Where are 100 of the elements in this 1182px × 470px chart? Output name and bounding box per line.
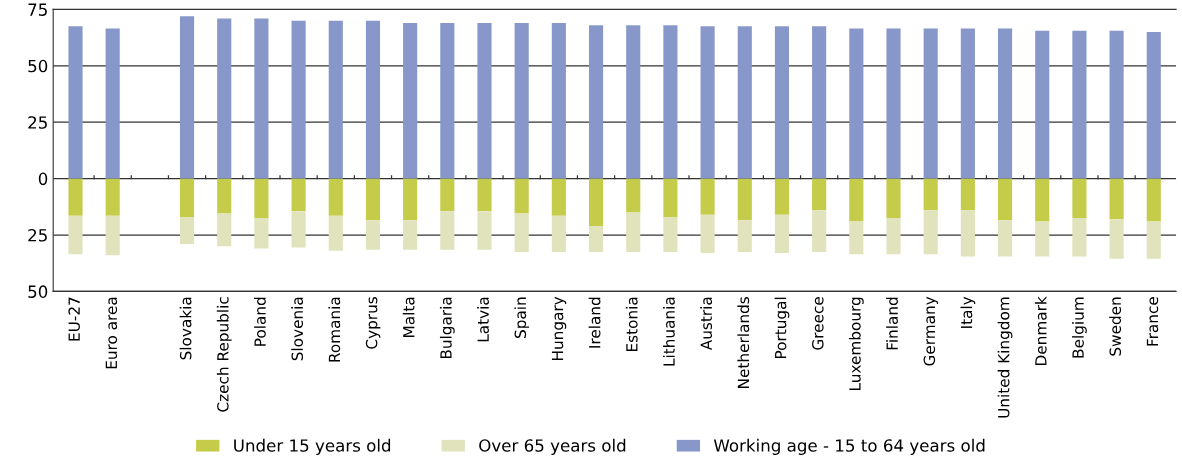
x-tick-label: Latvia (477, 297, 489, 342)
bar (328, 20, 343, 179)
bar (105, 178, 120, 216)
bar (737, 26, 752, 179)
x-tick-label: Romania (328, 297, 341, 362)
bar (291, 20, 306, 179)
bar (1072, 178, 1087, 219)
bar (960, 28, 975, 179)
bar (328, 178, 343, 216)
bar (403, 22, 418, 179)
bar (1109, 219, 1124, 259)
bar (849, 28, 864, 179)
x-tick-label: Germany (923, 296, 939, 366)
bar (514, 22, 529, 179)
bar (997, 220, 1013, 257)
x-tick-label: Slovenia (291, 297, 304, 361)
y-tick-label: 25 (28, 116, 47, 129)
x-tick-label: Belgium (1072, 297, 1087, 358)
bar (997, 178, 1013, 221)
bar (365, 178, 381, 221)
bar (1072, 30, 1087, 179)
x-tick-label: Spain (514, 297, 530, 338)
bar (514, 178, 529, 214)
bar (291, 211, 306, 248)
x-tick-label: EU-27 (68, 297, 80, 341)
x-tick-label: Greece (812, 297, 824, 350)
bar (663, 178, 678, 217)
x-tick-label: Czech Republic (216, 297, 232, 412)
bar (1035, 30, 1050, 179)
bar (700, 214, 715, 254)
x-tick-label: Sweden (1109, 297, 1122, 356)
x-tick-label: Slovakia (179, 297, 192, 360)
bar (105, 28, 120, 179)
bar (923, 178, 938, 211)
bar (960, 178, 975, 211)
bar (700, 26, 715, 179)
bar (1072, 218, 1087, 257)
bar (1109, 30, 1124, 179)
x-tick-label: Poland (254, 297, 266, 346)
x-tick-label: Austria (700, 297, 713, 351)
bar (477, 22, 492, 179)
bar (812, 178, 827, 211)
bar (254, 178, 269, 219)
bar (403, 220, 418, 250)
y-tick-label: 0 (38, 172, 48, 186)
bar (849, 178, 864, 222)
x-tick-label: United Kingdom (997, 297, 1013, 418)
y-tick-label: 25 (28, 228, 47, 242)
bar (514, 213, 529, 252)
bar (886, 28, 901, 179)
bar (997, 28, 1013, 179)
bar (1109, 178, 1124, 220)
bar (626, 212, 641, 252)
x-tick-label: Lithuania (663, 297, 675, 366)
bar (477, 178, 492, 212)
bar (254, 18, 269, 179)
bar (737, 220, 752, 252)
bar (105, 215, 120, 256)
x-tick-label: Denmark (1034, 296, 1047, 365)
bar (179, 178, 195, 217)
bar (291, 178, 306, 212)
bar (774, 26, 790, 179)
bar (551, 215, 566, 252)
bar (440, 22, 455, 179)
x-tick-label: Malta (402, 297, 415, 337)
bar (774, 214, 790, 254)
bar (737, 178, 752, 221)
bar (960, 210, 975, 257)
legend-label: Over 65 years old (479, 438, 626, 455)
bar (365, 220, 381, 250)
bar (68, 26, 83, 179)
bar (403, 178, 418, 221)
bar (812, 26, 827, 179)
bar (663, 25, 678, 179)
bar (588, 25, 604, 179)
bar (551, 178, 566, 216)
x-tick-label: Italy (960, 296, 976, 328)
x-tick-label: Cyprus (365, 297, 381, 349)
bar (1146, 178, 1161, 222)
bar (68, 215, 83, 255)
bar (588, 225, 604, 252)
bar (440, 211, 455, 250)
bar (328, 215, 343, 251)
bar (774, 178, 790, 215)
bar (886, 218, 901, 255)
bar (626, 25, 641, 179)
bar (477, 211, 492, 250)
bar (588, 178, 604, 226)
x-tick-label: Euro area (105, 297, 118, 369)
bar (700, 178, 715, 215)
bar (923, 210, 938, 255)
bar (254, 218, 269, 249)
bar (551, 22, 566, 179)
x-tick-label: Hungary (551, 296, 567, 360)
bar (626, 178, 641, 213)
bar (217, 213, 232, 247)
bar (663, 216, 678, 252)
x-tick-label: Netherlands (737, 297, 750, 388)
bar (923, 28, 938, 179)
bar (217, 18, 232, 179)
